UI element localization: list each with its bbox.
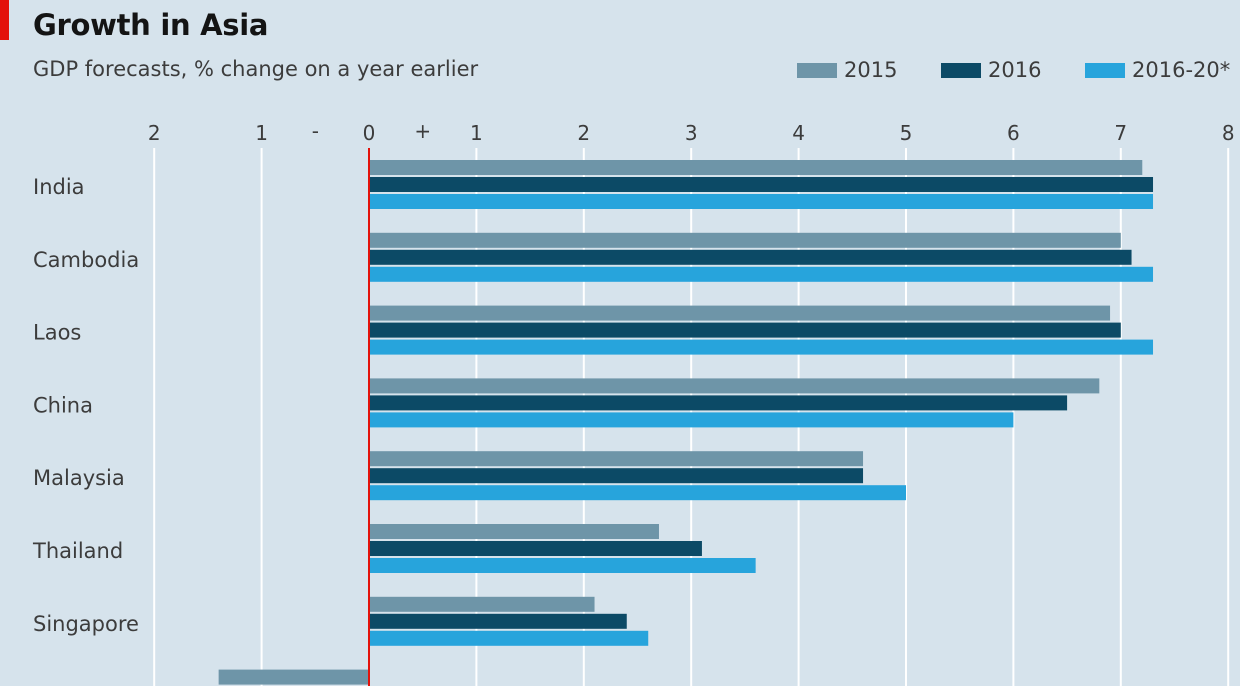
x-tick-label: 2 [148,121,161,145]
bar-partial-row [218,669,369,685]
category-label: China [33,393,93,417]
x-tick-label: 6 [1007,121,1020,145]
x-tick-label: 0 [363,121,376,145]
bar-singapore-2015 [369,596,595,612]
bar-india-2016-20 [369,194,1154,209]
bar-china-2016 [369,395,1068,411]
x-tick-label: 1 [255,121,268,145]
accent-tag [0,0,9,40]
bar-malaysia-2015 [369,451,864,467]
bar-thailand-2015 [369,524,659,539]
legend: 2015 2016 2016-20* [0,58,1240,84]
bar-cambodia-2015 [369,232,1121,248]
bar-singapore-2016 [369,613,627,629]
bar-india-2015 [369,160,1143,175]
category-label: Cambodia [33,248,139,272]
x-tick-label: 7 [1114,121,1127,145]
x-tick-label: 1 [470,121,483,145]
x-tick-label: 5 [900,121,913,145]
x-tick-label: 8 [1222,121,1235,145]
category-label: Malaysia [33,466,125,490]
legend-swatch-2016-20 [1085,63,1125,78]
category-label: Laos [33,321,81,345]
legend-label-2016-20: 2016-20* [1132,58,1231,82]
bar-malaysia-2016 [369,468,864,484]
bar-cambodia-2016-20 [369,266,1154,282]
bar-laos-2016-20 [369,339,1154,355]
negative-sign-label: - [312,119,319,143]
bar-india-2016 [369,177,1154,192]
bar-thailand-2016-20 [369,558,756,573]
legend-swatch-2015 [797,63,837,78]
bar-laos-2016 [369,322,1121,338]
x-tick-label: 2 [577,121,590,145]
bar-thailand-2016 [369,541,702,556]
bar-singapore-2016-20 [369,630,649,646]
x-tick-label: 4 [792,121,805,145]
bar-china-2015 [369,378,1100,394]
category-label: Thailand [32,539,123,563]
bar-laos-2015 [369,305,1111,321]
legend-label-2016: 2016 [988,58,1042,82]
legend-label-2015: 2015 [844,58,898,82]
legend-swatch-2016 [941,63,981,78]
bar-malaysia-2016-20 [369,485,906,501]
category-label: Singapore [33,612,139,636]
chart-title: Growth in Asia [33,8,269,42]
bar-china-2016-20 [369,412,1014,428]
positive-sign-label: + [414,119,431,143]
x-tick-label: 3 [685,121,698,145]
category-label: India [33,175,85,199]
bar-cambodia-2016 [369,249,1132,265]
chart-subtitle: GDP forecasts, % change on a year earlie… [33,57,479,81]
